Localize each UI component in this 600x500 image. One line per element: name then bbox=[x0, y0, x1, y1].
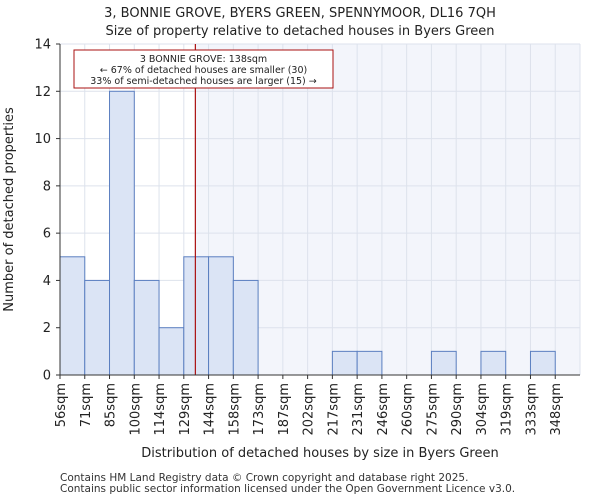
x-tick-label: 100sqm bbox=[128, 383, 143, 436]
chart-subtitle: Size of property relative to detached ho… bbox=[105, 24, 495, 39]
x-tick-label: 333sqm bbox=[524, 383, 539, 436]
y-tick-label: 14 bbox=[34, 38, 51, 53]
bar bbox=[84, 279, 111, 376]
x-tick-label: 56sqm bbox=[54, 383, 69, 427]
y-tick-label: 6 bbox=[43, 227, 51, 242]
x-tick-label: 290sqm bbox=[450, 383, 465, 436]
x-tick-label: 158sqm bbox=[227, 383, 242, 436]
annotation-line: ← 67% of detached houses are smaller (30… bbox=[100, 65, 307, 76]
x-tick-label: 217sqm bbox=[326, 383, 341, 436]
bar bbox=[529, 350, 556, 376]
y-tick-label: 0 bbox=[43, 369, 51, 384]
bar bbox=[208, 256, 234, 376]
bar bbox=[480, 350, 507, 376]
x-tick-label: 187sqm bbox=[277, 383, 292, 436]
annotation-box bbox=[73, 49, 334, 89]
x-tick-label: 246sqm bbox=[376, 383, 391, 436]
x-tick-label: 304sqm bbox=[475, 383, 490, 436]
y-axis-label: Number of detached properties bbox=[2, 107, 17, 312]
x-tick-label: 144sqm bbox=[203, 383, 218, 436]
shaded-region bbox=[195, 44, 580, 375]
bar bbox=[133, 279, 160, 376]
bar bbox=[331, 350, 358, 376]
bar bbox=[59, 256, 86, 376]
x-axis-label: Distribution of detached houses by size … bbox=[141, 446, 498, 461]
bar bbox=[356, 350, 383, 376]
x-tick-label: 275sqm bbox=[425, 383, 440, 436]
y-tick-label: 10 bbox=[34, 132, 51, 147]
x-tick-label: 348sqm bbox=[549, 383, 564, 436]
annotation-line: 3 BONNIE GROVE: 138sqm bbox=[140, 54, 267, 65]
x-tick-label: 129sqm bbox=[178, 383, 193, 436]
x-tick-label: 319sqm bbox=[500, 383, 515, 436]
x-tick-label: 114sqm bbox=[153, 383, 168, 436]
bar bbox=[158, 327, 185, 376]
x-tick-label: 173sqm bbox=[252, 383, 267, 436]
annotation-line: 33% of semi-detached houses are larger (… bbox=[90, 76, 317, 87]
y-tick-label: 12 bbox=[34, 85, 51, 100]
footer-licence: Contains public sector information licen… bbox=[60, 483, 516, 495]
bar bbox=[109, 90, 135, 376]
x-tick-label: 202sqm bbox=[302, 383, 317, 436]
x-tick-label: 71sqm bbox=[79, 383, 94, 427]
y-tick-label: 2 bbox=[43, 321, 51, 336]
bar bbox=[430, 350, 457, 376]
x-tick-label: 85sqm bbox=[104, 383, 119, 427]
chart-title: 3, BONNIE GROVE, BYERS GREEN, SPENNYMOOR… bbox=[104, 6, 496, 21]
bar bbox=[183, 256, 210, 376]
footer-copyright: Contains HM Land Registry data © Crown c… bbox=[60, 472, 469, 484]
y-tick-label: 8 bbox=[43, 179, 51, 194]
y-tick-label: 4 bbox=[43, 274, 51, 289]
x-tick-label: 260sqm bbox=[401, 383, 416, 436]
x-tick-label: 231sqm bbox=[351, 383, 366, 436]
bar bbox=[232, 279, 259, 376]
